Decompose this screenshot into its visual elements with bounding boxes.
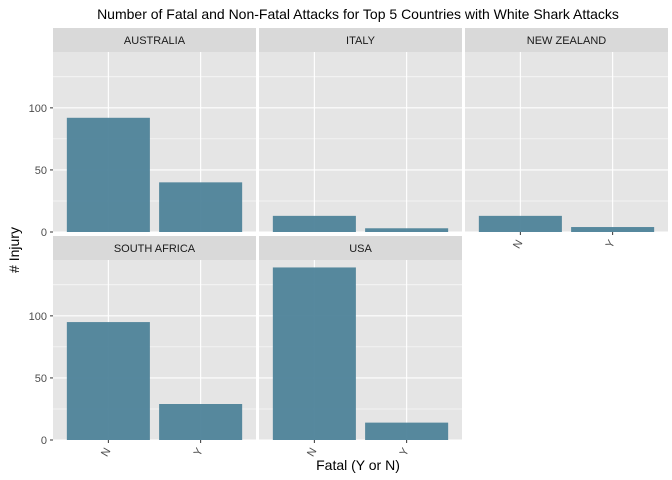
chart-title: Number of Fatal and Non-Fatal Attacks fo… bbox=[97, 6, 619, 22]
bar-italy-y bbox=[365, 228, 449, 232]
facet-italy: ITALY bbox=[259, 28, 462, 233]
y-tick-label: 100 bbox=[29, 103, 47, 115]
facet-strip bbox=[53, 236, 256, 260]
panel-background bbox=[259, 52, 462, 232]
y-tick-label: 0 bbox=[41, 227, 47, 239]
y-tick-label: 50 bbox=[35, 373, 47, 385]
facet-strip-label: USA bbox=[349, 243, 372, 255]
y-tick-label: 100 bbox=[29, 311, 47, 323]
bar-new-zealand-n bbox=[478, 215, 562, 232]
bar-italy-n bbox=[272, 215, 356, 232]
bar-new-zealand-y bbox=[571, 227, 655, 232]
panel-background bbox=[465, 52, 668, 232]
facet-strip bbox=[259, 28, 462, 52]
facet-south-africa: SOUTH AFRICA 0 50 100 N Y bbox=[29, 236, 256, 459]
y-tick-label: 0 bbox=[41, 435, 47, 447]
bar-usa-n bbox=[272, 267, 356, 440]
facet-new-zealand: NEW ZEALAND N Y bbox=[465, 28, 668, 251]
x-tick-label: N bbox=[511, 238, 525, 251]
bar-australia-n bbox=[66, 117, 150, 232]
facet-strip-label: ITALY bbox=[346, 35, 376, 47]
facet-strip bbox=[53, 28, 256, 52]
facet-strip-label: SOUTH AFRICA bbox=[114, 243, 196, 255]
x-tick-label: Y bbox=[192, 445, 206, 458]
x-axis-title: Fatal (Y or N) bbox=[316, 457, 400, 473]
y-axis-title: # Injury bbox=[6, 227, 22, 273]
facet-australia: AUSTRALIA 0 50 100 bbox=[29, 28, 256, 239]
y-tick-label: 50 bbox=[35, 165, 47, 177]
bar-south-africa-n bbox=[66, 322, 150, 440]
facet-strip bbox=[259, 236, 462, 260]
facet-strip bbox=[465, 28, 668, 52]
facet-strip-label: AUSTRALIA bbox=[124, 35, 186, 47]
x-tick-label: Y bbox=[604, 237, 618, 250]
bar-usa-y bbox=[365, 422, 449, 440]
facet-strip-label: NEW ZEALAND bbox=[527, 35, 607, 47]
bar-australia-y bbox=[159, 182, 243, 232]
x-tick-label: N bbox=[99, 446, 113, 459]
bar-south-africa-y bbox=[159, 404, 243, 440]
